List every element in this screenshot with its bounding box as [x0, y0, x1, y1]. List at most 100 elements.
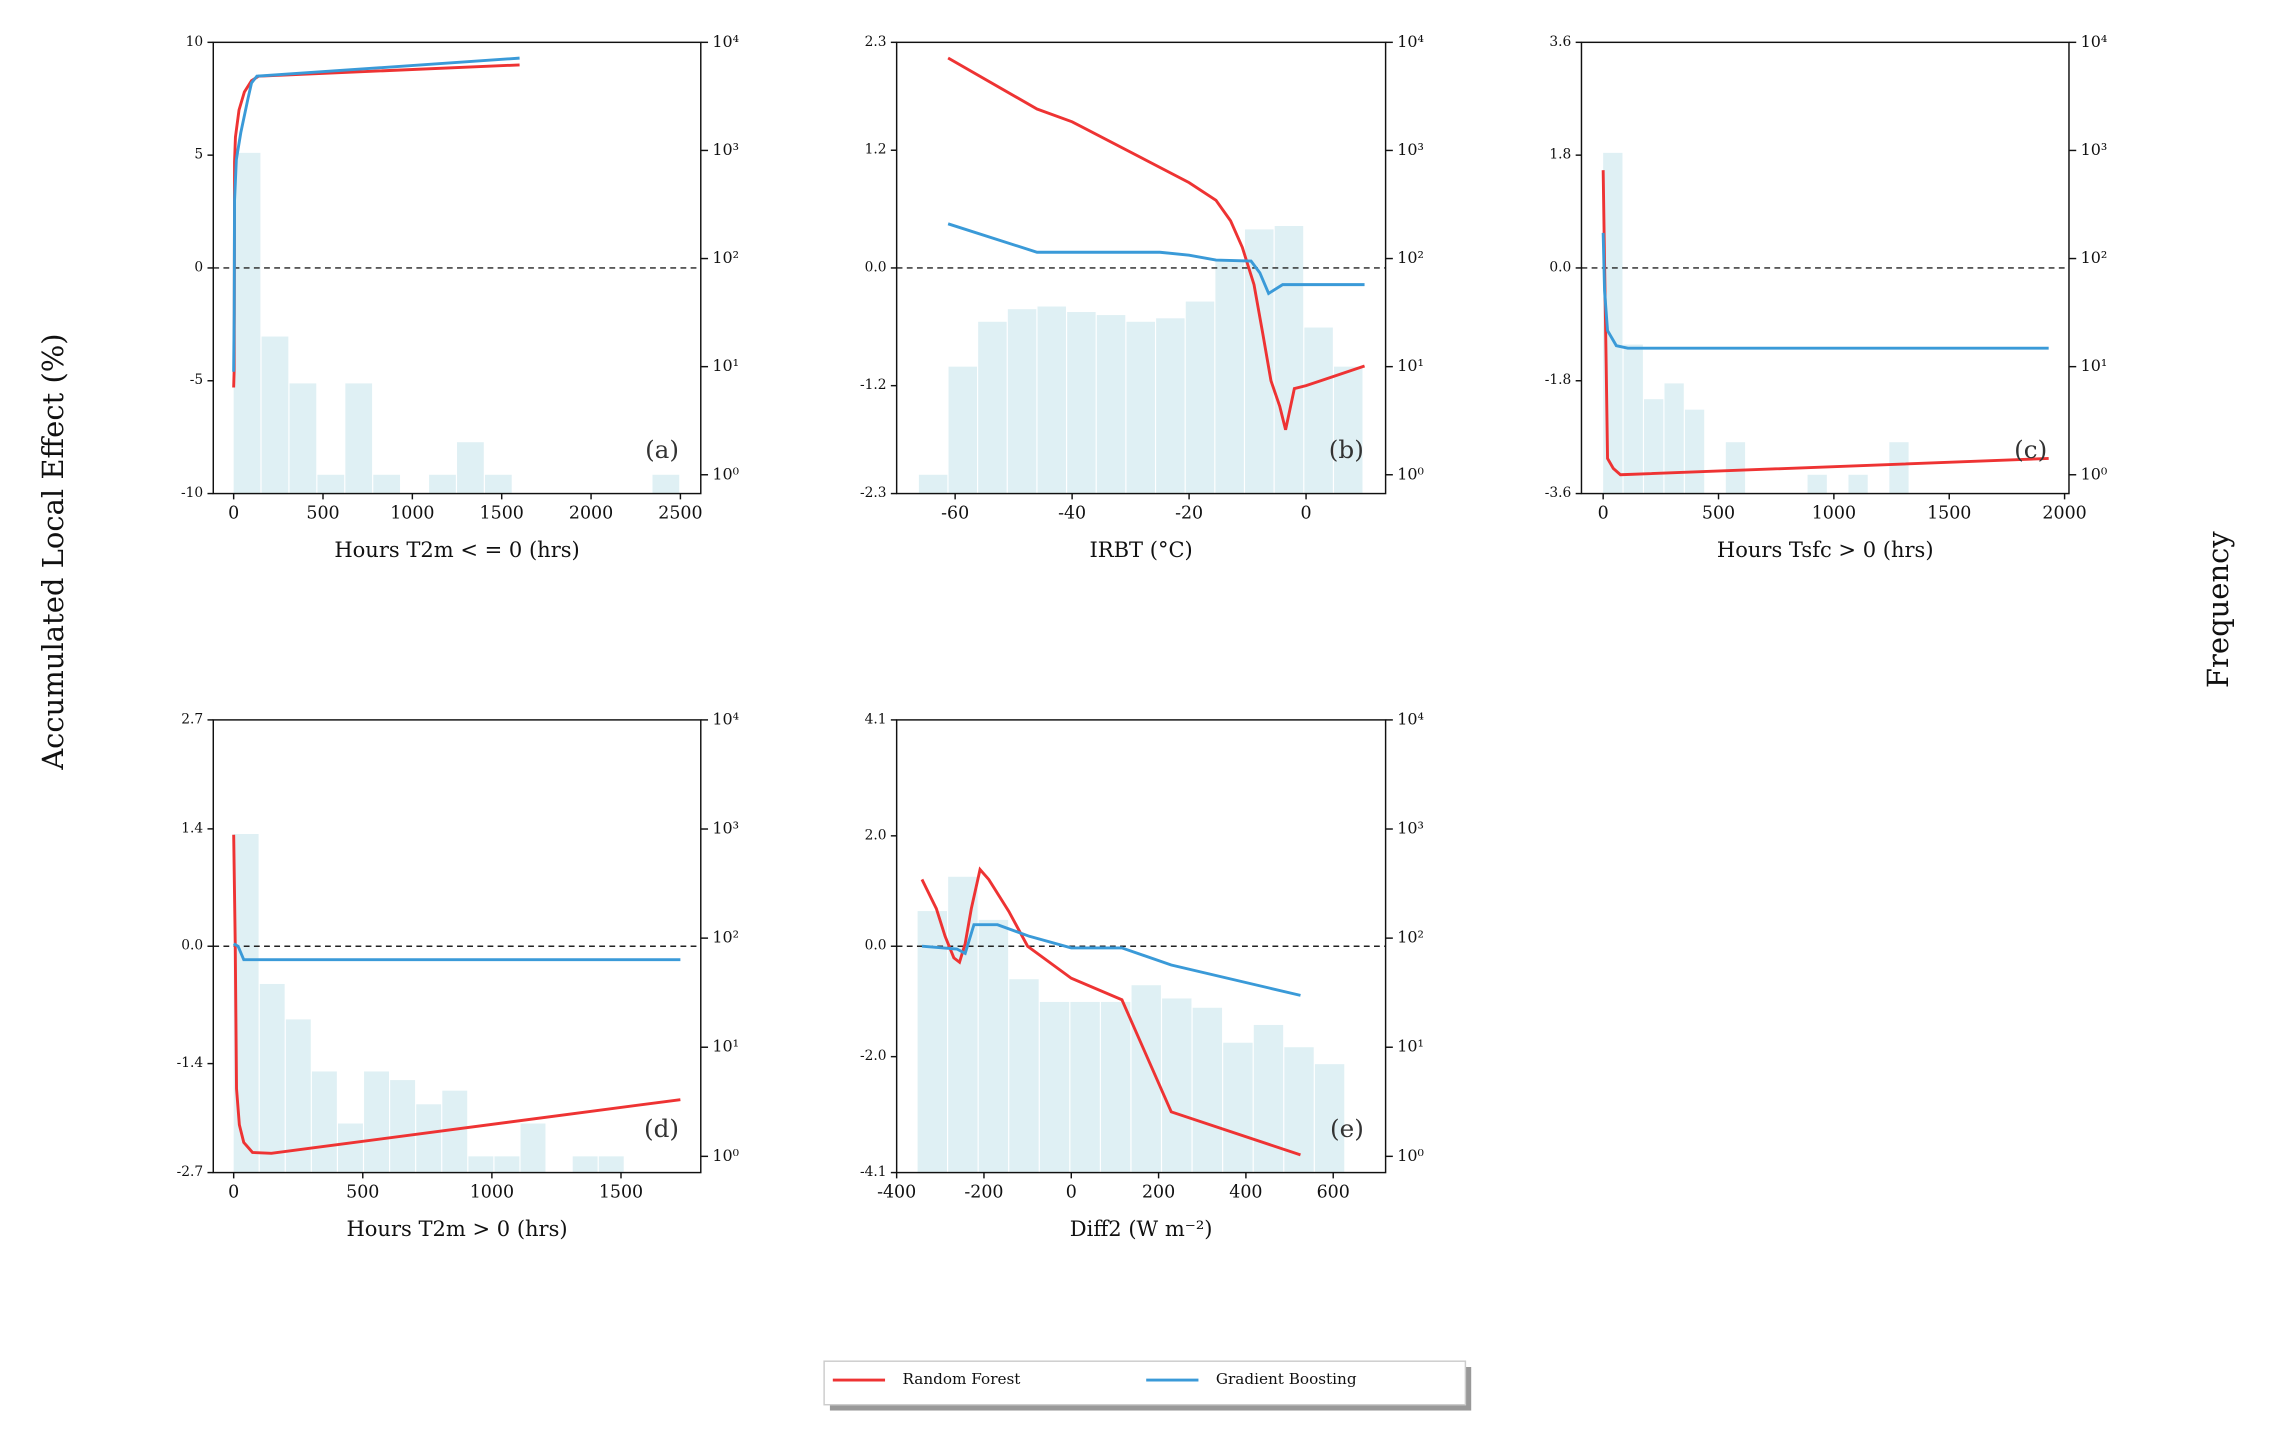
- series-line: [947, 56, 1366, 431]
- histogram-bar: [598, 1156, 624, 1173]
- x-tick-label: 2000: [2042, 503, 2086, 523]
- histogram-bar: [1067, 312, 1096, 494]
- histogram-bar: [390, 1080, 416, 1173]
- x-tick-label: -60: [941, 503, 969, 523]
- y-tick-label: 0.0: [1549, 259, 1571, 275]
- histogram-bar: [948, 366, 978, 494]
- y2-tick-label: 10⁴: [712, 32, 739, 51]
- x-tick-label: 0: [1066, 1182, 1077, 1202]
- y2-axis-label: Frequency: [2201, 531, 2235, 688]
- histogram-bar: [1253, 1024, 1284, 1173]
- y-tick-label: 0.0: [181, 938, 203, 954]
- x-axis-label: Hours T2m < = 0 (hrs): [334, 537, 579, 562]
- y-tick-label: -1.8: [1545, 372, 1572, 388]
- panel-label: (d): [644, 1114, 679, 1143]
- histogram-bar: [1096, 315, 1126, 494]
- histogram-bar: [1623, 344, 1643, 494]
- histogram-bar: [948, 876, 978, 1173]
- histogram-bar: [484, 474, 512, 494]
- panel-label: (e): [1330, 1114, 1364, 1143]
- x-tick-label: 500: [306, 503, 339, 523]
- histogram-bar: [1185, 301, 1215, 494]
- y2-tick-label: 10³: [1397, 819, 1424, 838]
- histogram-bar: [652, 474, 680, 494]
- y-tick-label: 2.0: [865, 827, 887, 843]
- histogram-bar: [457, 442, 484, 494]
- series-line: [232, 942, 681, 962]
- y-tick-label: 3.6: [1549, 34, 1571, 50]
- x-axis-label: Hours Tsfc > 0 (hrs): [1717, 537, 1934, 562]
- histogram-bar: [233, 834, 259, 1173]
- histogram-bar: [1037, 306, 1066, 494]
- x-tick-label: 1000: [390, 503, 434, 523]
- y-tick-label: 1.4: [181, 820, 203, 836]
- histogram-bar: [373, 474, 401, 494]
- x-axis-label: Hours T2m > 0 (hrs): [346, 1216, 567, 1241]
- y2-tick-label: 10⁴: [712, 709, 739, 728]
- series-line: [232, 834, 681, 1155]
- y2-tick-label: 10¹: [1397, 356, 1424, 375]
- histogram-bar: [1009, 979, 1039, 1173]
- x-tick-label: 0: [1301, 503, 1312, 523]
- y2-tick-label: 10²: [1397, 248, 1424, 267]
- x-tick-label: 500: [346, 1182, 379, 1202]
- series-line: [1601, 232, 2049, 350]
- y-tick-label: -5: [190, 372, 203, 388]
- y2-tick-label: 10⁴: [2081, 32, 2108, 51]
- panel-label: (c): [2014, 435, 2047, 464]
- histogram-bar: [1192, 1007, 1223, 1173]
- y2-tick-label: 10¹: [2081, 356, 2108, 375]
- x-tick-label: 2000: [569, 503, 613, 523]
- histogram-bar: [917, 911, 948, 1173]
- histogram-bar: [364, 1071, 389, 1173]
- y-tick-label: 0: [194, 259, 203, 275]
- y2-tick-label: 10⁴: [1397, 709, 1424, 728]
- x-tick-label: 1000: [1812, 503, 1856, 523]
- histogram-bar: [259, 983, 285, 1173]
- histogram-bar: [1126, 321, 1155, 494]
- y-tick-label: 0.0: [865, 259, 887, 275]
- histogram-bar: [978, 321, 1007, 494]
- histogram-bar: [1100, 1001, 1131, 1173]
- histogram-bar: [1215, 261, 1244, 494]
- legend-box: [823, 1360, 1467, 1406]
- x-tick-label: -200: [964, 1182, 1003, 1202]
- histogram-bar: [1156, 318, 1185, 494]
- histogram-bar: [1039, 1001, 1070, 1173]
- y-tick-label: 0.0: [865, 938, 887, 954]
- histogram-bar: [1223, 1042, 1253, 1173]
- histogram-bar: [468, 1156, 494, 1173]
- x-tick-label: -20: [1175, 503, 1203, 523]
- histogram-bar: [1889, 442, 1909, 494]
- histogram-bar: [261, 336, 289, 494]
- histogram-bar: [520, 1123, 546, 1173]
- x-axis-label: IRBT (°C): [1089, 537, 1192, 562]
- x-tick-label: 1500: [599, 1182, 643, 1202]
- y-tick-label: -4.1: [860, 1164, 887, 1180]
- histogram-bar: [345, 383, 373, 494]
- y2-tick-label: 10³: [712, 140, 739, 159]
- y2-tick-label: 10¹: [712, 1037, 739, 1056]
- y2-tick-label: 10³: [1397, 140, 1424, 159]
- series-line: [920, 866, 1301, 1157]
- panel-label: (a): [645, 435, 679, 464]
- y-tick-label: -3.6: [1545, 485, 1572, 501]
- x-tick-label: 400: [1229, 1182, 1262, 1202]
- x-tick-label: -400: [877, 1182, 916, 1202]
- histogram-bar: [1274, 226, 1304, 494]
- x-tick-label: 0: [228, 1182, 239, 1202]
- histogram-bar: [1304, 327, 1333, 494]
- y2-tick-label: 10³: [2081, 140, 2108, 159]
- histogram-bar: [285, 1019, 311, 1173]
- x-tick-label: 1500: [1927, 503, 1971, 523]
- histogram-bar: [1725, 442, 1746, 494]
- histogram-bar: [429, 474, 456, 494]
- y2-tick-label: 10⁴: [1397, 32, 1424, 51]
- x-tick-label: 600: [1317, 1182, 1350, 1202]
- y-tick-label: 1.2: [865, 142, 887, 158]
- legend-label: Gradient Boosting: [1216, 1370, 1357, 1388]
- histogram-bar: [1684, 409, 1705, 494]
- histogram-bar: [978, 919, 1009, 1173]
- histogram-bar: [1162, 998, 1192, 1173]
